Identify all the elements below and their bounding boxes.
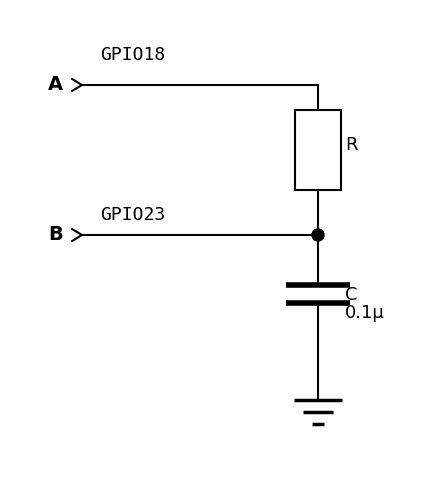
Text: R: R [345,136,358,154]
Text: GPIO18: GPIO18 [100,46,165,64]
Text: B: B [48,226,63,244]
Text: A: A [48,76,63,94]
Text: C: C [345,286,358,304]
Text: GPIO23: GPIO23 [100,206,165,224]
Bar [295,110,341,190]
Circle shape [312,229,324,241]
Text: 0.1μ: 0.1μ [345,304,385,322]
